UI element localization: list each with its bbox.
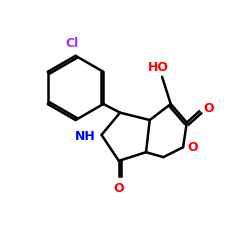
Text: NH: NH [75,130,96,143]
Text: O: O [114,182,124,195]
Text: HO: HO [148,61,169,74]
Text: Cl: Cl [65,36,78,50]
Text: O: O [188,141,198,154]
Text: O: O [203,102,213,116]
